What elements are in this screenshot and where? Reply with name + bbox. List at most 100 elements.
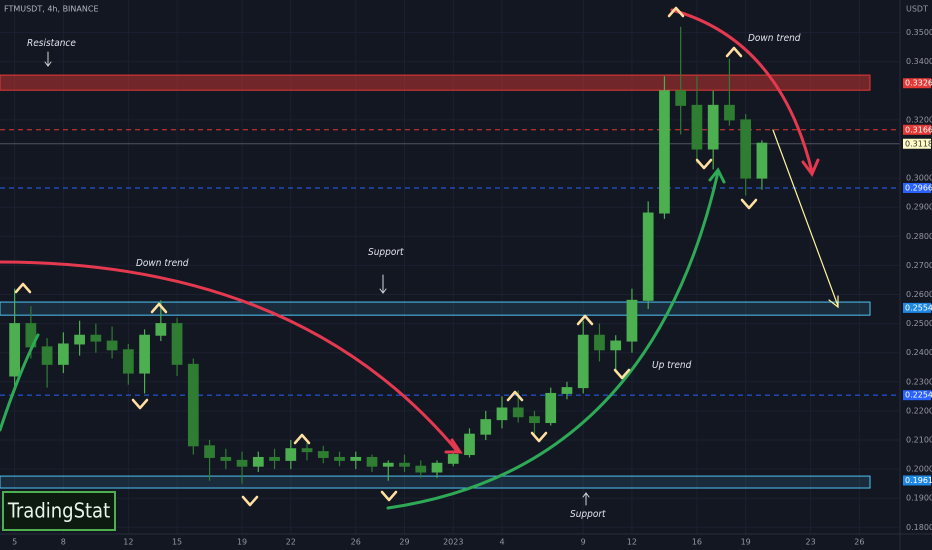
candle-body [464, 433, 475, 456]
arrow-head [444, 438, 463, 454]
annotation: Up trend [652, 360, 692, 371]
candle-body [317, 451, 329, 458]
candle-body [269, 456, 280, 461]
y-tick-label: 0.3400 [906, 57, 932, 66]
level-price-label: 0.2254 [905, 391, 932, 400]
peak-marker [293, 433, 311, 445]
level-band [0, 74, 871, 91]
peak-marker [576, 314, 594, 326]
level-price-box [903, 182, 931, 193]
arrow [379, 274, 387, 294]
up-trend-curve [0, 333, 40, 432]
arrow-head [708, 167, 726, 184]
arrow [44, 51, 52, 67]
arrow [582, 492, 590, 506]
chart-title: FTMUSDT, 4h, BINANCE [4, 5, 99, 14]
trough-marker [380, 490, 398, 502]
x-tick-label: 19 [237, 538, 247, 547]
x-tick-label: 12 [123, 538, 133, 547]
x-tick-label: 9 [581, 538, 586, 547]
candle-body [334, 456, 345, 461]
y-tick-label: 0.1800 [906, 523, 932, 532]
candle-body [415, 465, 427, 473]
candle-body [382, 462, 394, 467]
y-tick-label: 0.2200 [906, 406, 932, 415]
level-price-label: 0.3118 [905, 139, 932, 148]
trough-marker [131, 398, 149, 410]
candle-body [285, 448, 297, 461]
candle-body [106, 340, 118, 351]
y-tick-label: 0.2600 [906, 290, 932, 299]
candle-body [691, 104, 703, 150]
candle-body [74, 334, 85, 345]
candle-body [301, 448, 313, 453]
trough-marker [695, 158, 713, 170]
y-tick-label: 0.2500 [906, 319, 932, 328]
arrow-head [801, 158, 820, 177]
candle-body [496, 407, 508, 421]
candle-body [41, 346, 53, 365]
candle-body [155, 323, 167, 336]
level-price-box [903, 475, 931, 486]
candle-body [236, 459, 248, 467]
candle-body [122, 349, 134, 374]
candle-body [561, 387, 573, 394]
annotation: Support [570, 509, 606, 520]
candle-body [512, 407, 524, 418]
level-price-label: 0.3166 [905, 125, 932, 134]
candle-body [659, 90, 670, 214]
peak-marker [725, 46, 743, 58]
arrow-head [828, 295, 839, 309]
x-tick-label: 5 [12, 538, 17, 547]
x-tick-label: 2023 [443, 538, 463, 547]
y-tick-label: 0.2300 [906, 377, 932, 386]
x-tick-label: 16 [692, 538, 702, 547]
trough-marker [241, 495, 259, 507]
level-price-box [903, 124, 931, 135]
levels [0, 74, 900, 489]
candle-body [431, 462, 443, 473]
candle-body [90, 334, 102, 342]
annotation: Support [368, 247, 404, 258]
candle-body [642, 212, 654, 301]
y-tick-label: 0.3000 [906, 174, 932, 183]
annotation: Resistance [27, 38, 76, 49]
x-tick-label: 12 [627, 538, 637, 547]
candle-body [594, 334, 605, 351]
candle-body [740, 119, 752, 179]
down-trend-curve [670, 8, 814, 174]
down-trend-curve [0, 260, 460, 454]
candle-body [57, 343, 69, 365]
trough-marker [530, 431, 548, 443]
candle-body [545, 392, 557, 424]
candle-body [350, 456, 362, 461]
grid [0, 0, 900, 534]
price-axis [900, 0, 932, 550]
decorations [0, 8, 839, 510]
candle-body [675, 90, 687, 106]
candle-body [724, 104, 735, 121]
candle-body [447, 454, 459, 464]
level-price-label: 0.2554 [905, 303, 932, 312]
level-price-box [903, 302, 931, 313]
x-tick-label: 8 [61, 538, 66, 547]
candle-body [610, 340, 622, 351]
x-tick-label: 22 [286, 538, 296, 547]
y-tick-label: 0.2100 [906, 436, 932, 445]
y-tick-label: 0.2400 [906, 348, 932, 357]
candle-body [139, 334, 150, 374]
annotation: Down trend [748, 33, 801, 44]
candles [9, 26, 768, 484]
x-tick-label: 26 [854, 538, 864, 547]
annotation: Down trend [136, 258, 189, 269]
level-price-box [903, 138, 931, 149]
trough-marker [740, 198, 758, 210]
y-tick-label: 0.1900 [906, 494, 932, 503]
candle-body [220, 456, 232, 461]
candle-body [252, 456, 264, 467]
y-tick-label: 0.3500 [906, 28, 932, 37]
x-tick-label: 15 [172, 538, 182, 547]
y-tick-label: 0.2700 [906, 261, 932, 270]
candle-body [171, 323, 183, 365]
